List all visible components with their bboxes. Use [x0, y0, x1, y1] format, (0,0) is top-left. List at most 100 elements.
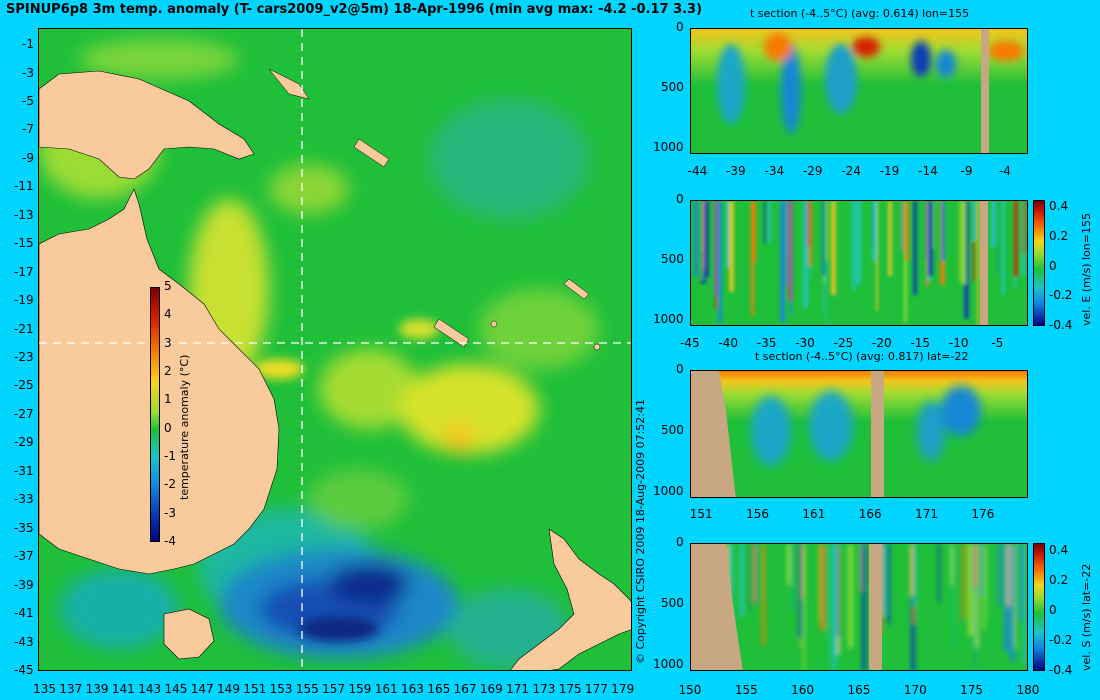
section2-x-tick: -35: [756, 336, 777, 350]
map-x-tick: 167: [453, 682, 477, 696]
land-tasmania: [163, 608, 215, 660]
section3-panel[interactable]: [690, 370, 1028, 498]
map-x-tick: 163: [401, 682, 424, 696]
map-colorbar-tick: -3: [164, 505, 176, 520]
map-colorbar-tick: 3: [164, 335, 172, 350]
map-y-tick: -5: [22, 93, 34, 108]
section4-colorbar-label: vel. S (m/s) lat=-22: [1080, 563, 1093, 671]
section2-x-tick: -45: [680, 336, 700, 350]
section4-y-tick: 500: [661, 595, 684, 610]
section4-colorbar-tick: -0.2: [1049, 632, 1073, 647]
map-panel[interactable]: [38, 28, 632, 671]
section3-title: t section (-4..5°C) (avg: 0.817) lat=-22: [755, 350, 969, 363]
map-y-tick: -43: [14, 634, 34, 649]
section2-colorbar-tick: 0: [1049, 258, 1057, 273]
section2-canvas: [694, 201, 1025, 325]
map-y-tick: -41: [14, 606, 34, 621]
section2-colorbar: [1033, 200, 1045, 326]
map-y-tick: -35: [14, 520, 34, 535]
section4-x-tick: 165: [847, 683, 871, 697]
map-x-tick: 169: [479, 682, 503, 696]
section3-x-tick: 161: [802, 507, 826, 521]
section1-panel[interactable]: [690, 28, 1028, 154]
section4-panel[interactable]: [690, 543, 1028, 671]
section1-canvas: [717, 29, 1024, 153]
section3-land: [691, 371, 736, 497]
map-colorbar-label: temperature anomaly (°C): [178, 354, 191, 500]
section2-y-tick: 500: [661, 252, 684, 266]
map-y-tick: -15: [14, 236, 34, 251]
map-y-tick: -29: [14, 435, 34, 450]
map-x-tick: 149: [217, 682, 240, 696]
map-y-tick: -25: [14, 378, 34, 393]
land-new-guinea: [39, 70, 255, 180]
section1-x-tick: -9: [960, 164, 973, 178]
section3-land-2: [871, 371, 884, 497]
section1-x-tick: -29: [802, 164, 823, 178]
map-y-tick: -31: [14, 463, 34, 478]
map-y-tick: -39: [14, 577, 34, 592]
map-y-tick: -13: [14, 207, 34, 222]
page-title: SPINUP6p8 3m temp. anomaly (T- cars2009_…: [6, 2, 703, 17]
section4-colorbar-tick: 0: [1049, 602, 1057, 617]
map-colorbar-tick: -1: [164, 449, 176, 463]
section3-canvas: [691, 371, 981, 497]
section4-colorbar-tick: 0.4: [1049, 542, 1069, 557]
map-x-tick: 173: [532, 682, 556, 696]
section4-land-2: [869, 544, 882, 670]
section3-y-tick: 500: [661, 422, 684, 437]
map-y-tick: -19: [14, 293, 34, 308]
map-y-tick: -33: [14, 492, 34, 507]
map-x-tick: 159: [348, 682, 372, 696]
map-colorbar-tick: 5: [164, 279, 172, 293]
section1-x-tick: -19: [879, 164, 900, 178]
map-colorbar-tick: -2: [164, 477, 176, 492]
section1-x-tick: -39: [726, 164, 746, 178]
map-y-tick: -3: [22, 65, 34, 80]
section3-x-tick: 171: [915, 507, 938, 521]
section2-y-tick: 0: [676, 192, 684, 206]
section4-x-tick: 175: [960, 683, 984, 697]
map-x-tick: 177: [585, 682, 608, 696]
section2-panel[interactable]: [690, 200, 1028, 326]
map-colorbar-tick: -4: [164, 534, 176, 548]
section4-land: [691, 544, 743, 670]
section2-colorbar-tick: 0.4: [1049, 199, 1069, 214]
map-colorbar-tick: 4: [164, 307, 172, 322]
section2-y-tick: 1000: [653, 312, 684, 326]
map-y-tick: -23: [14, 350, 34, 365]
land-islands: [268, 68, 601, 351]
section4-x-tick: 170: [903, 683, 927, 697]
map-y-tick: -45: [14, 663, 34, 677]
map-y-tick: -7: [22, 122, 34, 137]
section3-x-tick: 156: [746, 507, 769, 521]
map-x-tick: 161: [374, 682, 398, 696]
section3-y-tick: 0: [676, 362, 684, 376]
section2-colorbar-tick: 0.2: [1049, 229, 1069, 244]
map-x-tick: 139: [85, 682, 109, 696]
land-new-zealand: [510, 528, 631, 670]
section2-x-tick: -30: [795, 336, 815, 350]
section4-x-tick: 150: [678, 683, 702, 697]
section4-colorbar-tick: -0.4: [1049, 663, 1073, 677]
section1-land: [981, 29, 989, 153]
section2-land: [980, 201, 988, 325]
section1-y-tick: 0: [676, 20, 684, 34]
section4-y-tick: 1000: [653, 656, 684, 671]
section1-x-tick: -4: [998, 164, 1011, 178]
map-y-tick: -1: [22, 37, 34, 52]
section2-x-tick: -20: [872, 336, 892, 350]
map-y-tick: -17: [14, 264, 34, 279]
section4-canvas: [691, 544, 1026, 670]
section3-x-tick: 151: [689, 507, 713, 521]
map-colorbar: [150, 287, 160, 542]
map-colorbar-tick: 1: [164, 392, 172, 407]
section2-x-tick: -25: [833, 336, 854, 350]
map-x-tick: 165: [427, 682, 451, 696]
map-x-tick: 145: [164, 682, 188, 696]
section4-colorbar-tick: 0.2: [1049, 572, 1069, 587]
section4-x-tick: 160: [791, 683, 815, 697]
map-y-tick: -11: [14, 179, 34, 194]
map-x-tick: 141: [111, 682, 135, 696]
map-x-tick: 157: [322, 682, 346, 696]
